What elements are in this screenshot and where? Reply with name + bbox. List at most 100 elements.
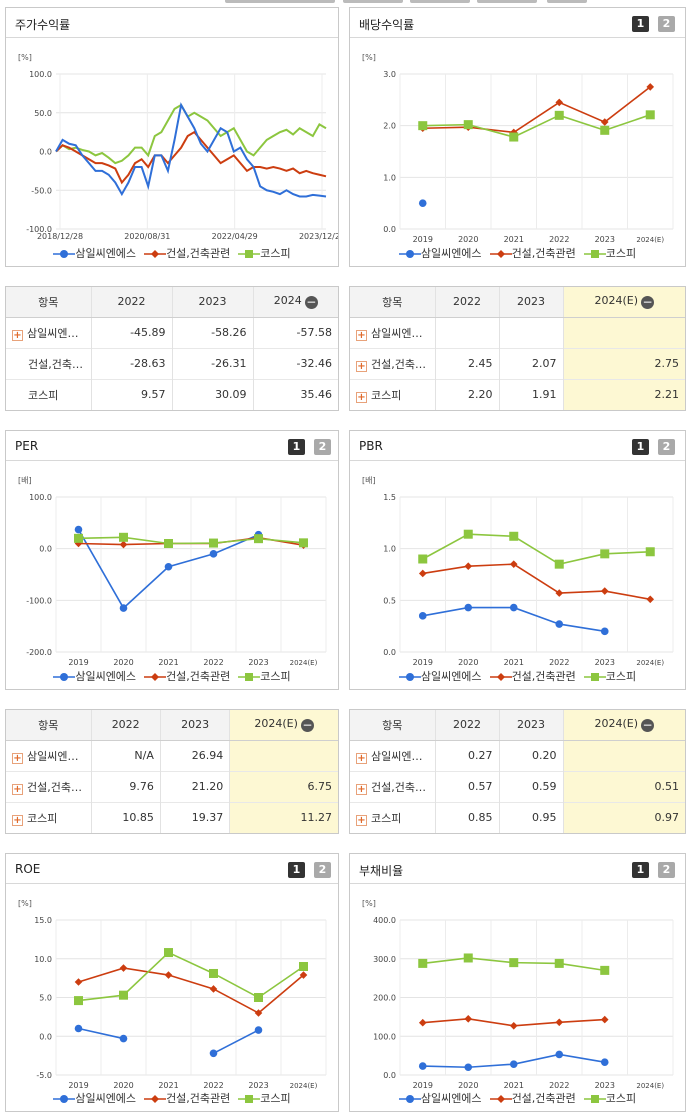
panel-title: PBR [359,439,383,453]
legend-item[interactable]: 삼일씨엔에스 [398,245,482,261]
data-point [209,550,218,558]
table-row: + 건설,건축… 2.45 2.07 2.75 [350,347,685,379]
legend-item[interactable]: 건설,건축관련 [144,1090,230,1106]
data-point [299,962,308,971]
legend-swatch [489,250,512,258]
data-point [164,539,173,548]
expand-icon[interactable]: + [356,752,367,764]
legend-marker [496,1095,505,1103]
series-line [78,536,304,545]
row-name: + 건설,건축… [350,770,435,802]
legend-item[interactable]: 코스피 [238,245,291,261]
x-tick-label: 2022 [549,658,569,667]
legend-marker [496,673,505,681]
legend-item[interactable]: 삼일씨엔에스 [398,668,482,684]
x-tick-label: 2021 [158,1081,178,1090]
expand-icon[interactable]: + [12,783,23,795]
table-cell: 30.09 [171,378,254,410]
legend-marker [245,1095,254,1103]
table-row: 코스피 9.57 30.09 35.46 [6,378,338,410]
x-tick-label: 2023 [595,1081,615,1090]
page-2-button[interactable]: 2 [314,862,331,878]
data-point [119,532,128,542]
series-1 [418,1015,609,1030]
legend-item[interactable]: 삼일씨엔에스 [398,1090,482,1106]
table-cell: 2.07 [498,347,563,379]
column-header-year: 2024(E) − [229,710,338,741]
legend-label: 코스피 [260,1092,291,1105]
data-point [74,978,83,986]
page-1-button[interactable]: 1 [288,439,305,455]
legend-marker [590,250,599,258]
legend-item[interactable]: 건설,건축관련 [489,245,576,261]
legend-item[interactable]: 코스피 [238,1090,291,1106]
legend-swatch [238,673,261,681]
pbr-panel: PBR 1 2 [배] 1.5 1.0 0.5 0.0 2019 2020 2021 2022 2… [349,430,686,690]
data-point [509,531,519,541]
expand-icon[interactable]: + [356,814,367,826]
page-1-button[interactable]: 1 [632,439,649,455]
page-2-button[interactable]: 2 [314,439,331,455]
expand-icon[interactable]: + [356,783,367,795]
column-header-year: 2022 [434,710,499,741]
expand-icon[interactable]: + [356,329,367,341]
page-2-button[interactable]: 2 [658,439,675,455]
legend-item[interactable]: 코스피 [583,668,636,684]
data-point [509,132,519,142]
legend-item[interactable]: 건설,건축관련 [144,245,230,261]
collapse-icon[interactable]: − [641,718,655,733]
table-row: + 삼일씨엔… 0.27 0.20 [350,739,685,771]
legend-item[interactable]: 건설,건축관련 [489,1090,576,1106]
series-line [422,533,651,566]
legend-item[interactable]: 삼일씨엔에스 [53,1090,136,1106]
legend-item[interactable]: 코스피 [238,668,291,684]
legend-item[interactable]: 건설,건축관련 [489,668,576,684]
data-point [509,1060,518,1068]
series-line [422,563,651,601]
legend-marker [405,250,414,258]
page-1-button[interactable]: 1 [288,862,305,878]
expand-icon[interactable]: + [12,814,23,826]
expand-icon[interactable]: + [12,752,23,764]
data-point [464,562,473,571]
data-point [600,1058,609,1067]
x-tick-label: 2019 [68,658,88,667]
legend-swatch [583,250,606,258]
expand-icon[interactable]: + [356,391,367,403]
y-tick-label: 0.5 [383,596,396,605]
page-2-button[interactable]: 2 [658,862,675,878]
legend-marker [151,1095,160,1103]
legend-item[interactable]: 코스피 [583,245,636,261]
y-unit-label: [%] [18,53,32,62]
data-point [600,1015,609,1024]
table-cell: 0.97 [562,801,685,833]
row-name: 건설,건축… [6,347,91,379]
legend-swatch [489,673,512,681]
table-cell: 0.85 [434,801,499,833]
legend-label: 삼일씨엔에스 [75,1092,137,1105]
page-1-button[interactable]: 1 [632,862,649,878]
y-tick-label: 0.0 [383,225,396,234]
expand-icon[interactable]: + [356,360,367,372]
x-tick-label: 2020 [458,658,478,667]
data-point [418,199,427,207]
collapse-icon[interactable]: − [300,718,314,733]
x-tick-label: 2023 [248,1081,268,1090]
page-1-button[interactable]: 1 [632,16,649,32]
y-tick-label: 0.0 [383,1071,396,1080]
legend-item[interactable]: 삼일씨엔에스 [53,245,136,261]
y-tick-label: -200.0 [26,648,52,657]
legend-item[interactable]: 건설,건축관련 [144,668,230,684]
legend-item[interactable]: 코스피 [583,1090,636,1106]
page-2-button[interactable]: 2 [658,16,675,32]
row-name: + 건설,건축… [6,770,91,802]
collapse-icon[interactable]: − [641,295,655,310]
expand-icon[interactable]: + [12,329,23,341]
legend-item[interactable]: 삼일씨엔에스 [53,668,136,684]
y-unit-label: [%] [362,53,376,62]
legend-marker [496,250,505,258]
data-point [646,595,655,604]
column-header-year: 2022 [90,287,173,318]
data-point [209,985,218,993]
collapse-icon[interactable]: − [304,295,318,310]
